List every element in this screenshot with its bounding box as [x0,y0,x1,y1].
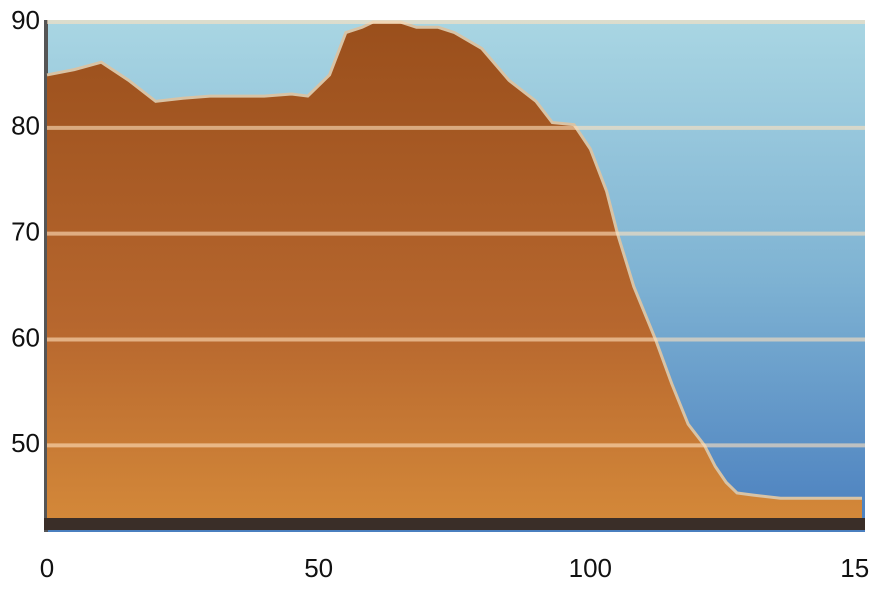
y-tick-label: 50 [11,428,40,458]
chart: 50 60 70 80 90 0 50 100 150 [0,0,869,589]
x-tick-label: 0 [40,553,54,583]
y-tick-label: 80 [11,111,40,141]
y-tick-label: 70 [11,217,40,247]
bottom-band [44,518,865,530]
x-tick-label: 100 [569,553,612,583]
y-tick-label: 60 [11,322,40,352]
y-tick-label: 90 [11,5,40,35]
x-tick-label: 150 [840,553,869,583]
x-tick-label: 50 [304,553,333,583]
